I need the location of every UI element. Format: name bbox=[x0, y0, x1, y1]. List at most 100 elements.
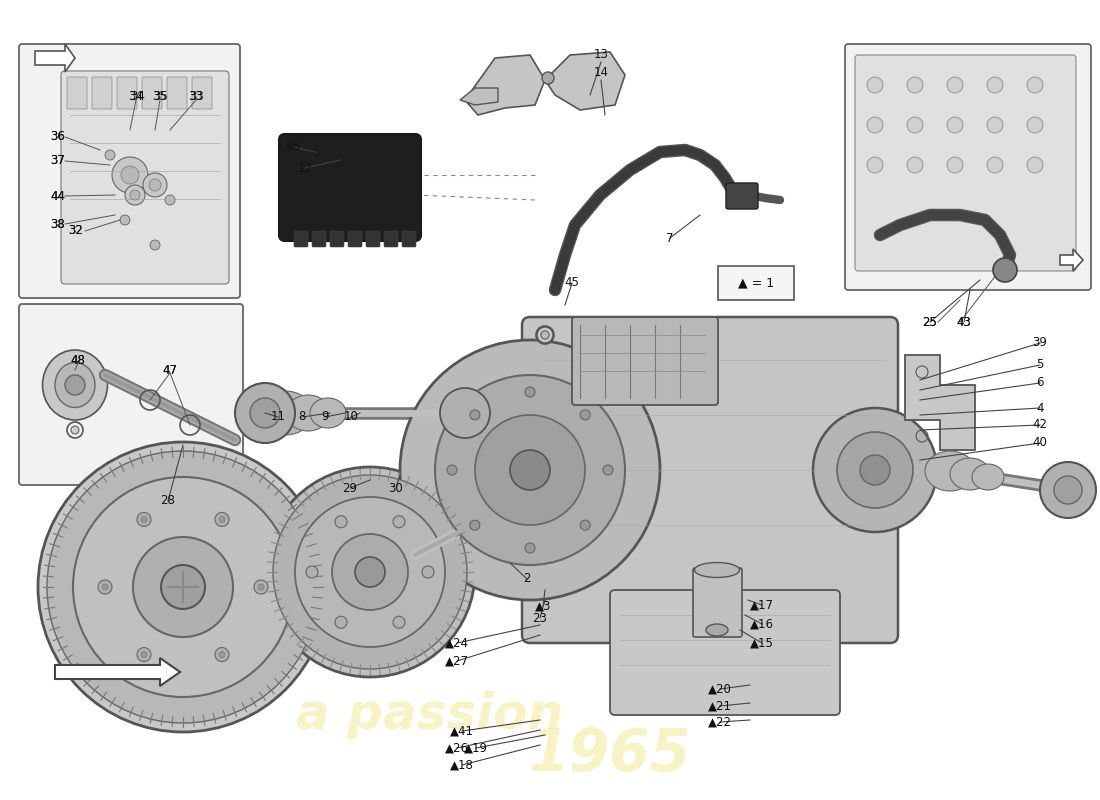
Circle shape bbox=[138, 647, 151, 662]
Text: 43: 43 bbox=[957, 315, 971, 329]
Text: 33: 33 bbox=[189, 90, 205, 102]
Text: 39: 39 bbox=[1033, 337, 1047, 350]
Circle shape bbox=[541, 331, 549, 339]
Circle shape bbox=[422, 566, 435, 578]
Circle shape bbox=[355, 557, 385, 587]
Text: ▲21: ▲21 bbox=[708, 699, 732, 713]
Text: ▲26: ▲26 bbox=[446, 742, 469, 754]
Text: ▲19: ▲19 bbox=[464, 742, 488, 754]
Text: 8: 8 bbox=[298, 410, 306, 423]
FancyBboxPatch shape bbox=[312, 231, 326, 247]
Circle shape bbox=[1027, 157, 1043, 173]
Circle shape bbox=[510, 450, 550, 490]
Polygon shape bbox=[905, 355, 975, 450]
Polygon shape bbox=[1060, 249, 1083, 271]
Ellipse shape bbox=[43, 350, 108, 420]
Circle shape bbox=[580, 520, 591, 530]
Text: 4: 4 bbox=[1036, 402, 1044, 414]
Text: 33: 33 bbox=[188, 90, 204, 102]
Text: 48: 48 bbox=[70, 354, 86, 366]
Text: 25: 25 bbox=[923, 315, 937, 329]
Circle shape bbox=[65, 375, 85, 395]
Circle shape bbox=[254, 580, 268, 594]
Text: 47: 47 bbox=[163, 363, 177, 377]
Text: 1965: 1965 bbox=[529, 726, 691, 783]
FancyBboxPatch shape bbox=[845, 44, 1091, 290]
Circle shape bbox=[214, 647, 229, 662]
Circle shape bbox=[813, 408, 937, 532]
Text: ▲22: ▲22 bbox=[708, 715, 732, 729]
Circle shape bbox=[1040, 462, 1096, 518]
Circle shape bbox=[102, 584, 108, 590]
Circle shape bbox=[541, 331, 549, 339]
Circle shape bbox=[908, 157, 923, 173]
Ellipse shape bbox=[310, 398, 346, 428]
Ellipse shape bbox=[925, 451, 975, 491]
Circle shape bbox=[525, 387, 535, 397]
Circle shape bbox=[525, 543, 535, 553]
Text: 47: 47 bbox=[163, 363, 177, 377]
Circle shape bbox=[987, 77, 1003, 93]
Circle shape bbox=[219, 651, 225, 658]
FancyBboxPatch shape bbox=[67, 77, 87, 109]
Ellipse shape bbox=[694, 562, 739, 578]
Text: 42: 42 bbox=[1033, 418, 1047, 431]
Circle shape bbox=[393, 516, 405, 528]
Text: 9: 9 bbox=[321, 410, 329, 423]
Text: 36: 36 bbox=[51, 130, 65, 143]
Ellipse shape bbox=[706, 624, 728, 636]
Circle shape bbox=[580, 410, 591, 420]
Circle shape bbox=[120, 215, 130, 225]
Text: 40: 40 bbox=[1033, 437, 1047, 450]
Circle shape bbox=[947, 77, 962, 93]
FancyBboxPatch shape bbox=[384, 231, 398, 247]
Text: ▲41: ▲41 bbox=[450, 725, 474, 738]
Circle shape bbox=[138, 513, 151, 526]
Circle shape bbox=[72, 426, 79, 434]
Circle shape bbox=[219, 517, 225, 522]
Circle shape bbox=[987, 117, 1003, 133]
Circle shape bbox=[73, 477, 293, 697]
Text: 14: 14 bbox=[594, 66, 608, 79]
Circle shape bbox=[1027, 77, 1043, 93]
FancyBboxPatch shape bbox=[92, 77, 112, 109]
Text: ▲27: ▲27 bbox=[446, 654, 469, 667]
FancyBboxPatch shape bbox=[693, 568, 742, 637]
FancyBboxPatch shape bbox=[142, 77, 162, 109]
FancyBboxPatch shape bbox=[330, 231, 344, 247]
Text: a passion: a passion bbox=[296, 691, 563, 739]
Text: 5: 5 bbox=[1036, 358, 1044, 371]
Circle shape bbox=[121, 166, 139, 184]
Ellipse shape bbox=[55, 362, 95, 407]
Circle shape bbox=[47, 451, 319, 723]
Text: ▲16: ▲16 bbox=[750, 618, 774, 630]
Circle shape bbox=[536, 326, 554, 344]
FancyBboxPatch shape bbox=[294, 231, 308, 247]
Text: ▲ = 1: ▲ = 1 bbox=[738, 277, 774, 290]
Circle shape bbox=[447, 465, 456, 475]
FancyBboxPatch shape bbox=[718, 266, 794, 300]
Ellipse shape bbox=[286, 395, 330, 431]
Ellipse shape bbox=[950, 458, 990, 490]
Text: 29: 29 bbox=[342, 482, 358, 494]
FancyBboxPatch shape bbox=[726, 183, 758, 209]
Circle shape bbox=[1027, 117, 1043, 133]
Circle shape bbox=[235, 383, 295, 443]
Text: 43: 43 bbox=[957, 315, 971, 329]
Circle shape bbox=[947, 157, 962, 173]
Circle shape bbox=[161, 565, 205, 609]
Polygon shape bbox=[465, 55, 544, 115]
Text: 12: 12 bbox=[297, 162, 312, 174]
Circle shape bbox=[258, 584, 264, 590]
FancyBboxPatch shape bbox=[402, 231, 416, 247]
Circle shape bbox=[1054, 476, 1082, 504]
Text: 45: 45 bbox=[564, 277, 580, 290]
Circle shape bbox=[141, 651, 147, 658]
Text: 46: 46 bbox=[286, 141, 300, 154]
FancyBboxPatch shape bbox=[60, 71, 229, 284]
Circle shape bbox=[165, 195, 175, 205]
Polygon shape bbox=[55, 658, 180, 686]
Text: 11: 11 bbox=[271, 410, 286, 423]
Circle shape bbox=[133, 537, 233, 637]
Circle shape bbox=[470, 410, 480, 420]
